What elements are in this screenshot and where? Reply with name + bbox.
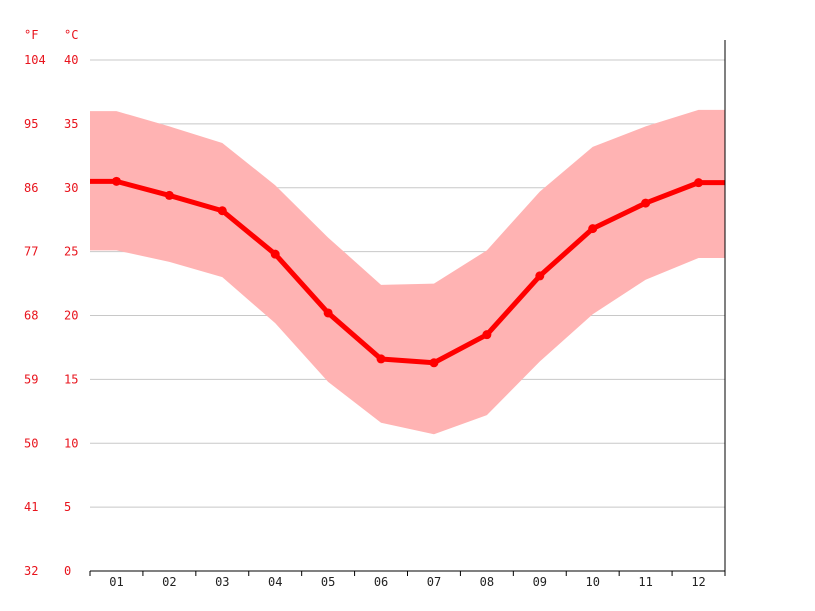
- y-tick-label-celsius: 30: [64, 181, 78, 195]
- data-point: [270, 249, 280, 259]
- x-tick-label: 10: [585, 575, 599, 589]
- x-tick-label: 06: [374, 575, 388, 589]
- average-temperature-line-layer: [90, 176, 725, 368]
- y-tick-label-fahrenheit: 41: [24, 500, 38, 514]
- data-point: [429, 358, 439, 368]
- data-point: [111, 176, 121, 186]
- fahrenheit-unit-label: °F: [24, 28, 38, 42]
- data-point: [641, 198, 651, 208]
- x-tick-label: 02: [162, 575, 176, 589]
- y-tick-label-celsius: 5: [64, 500, 71, 514]
- average-temperature-line: [90, 178, 725, 366]
- y-tick-label-celsius: 15: [64, 372, 78, 386]
- data-point: [535, 271, 545, 281]
- y-tick-label-celsius: 20: [64, 309, 78, 323]
- data-point: [588, 224, 598, 234]
- data-point: [482, 330, 492, 340]
- x-tick-label: 05: [321, 575, 335, 589]
- y-tick-label-fahrenheit: 50: [24, 436, 38, 450]
- data-point: [376, 354, 386, 364]
- y-tick-label-celsius: 25: [64, 245, 78, 259]
- data-point: [323, 308, 333, 318]
- y-tick-label-fahrenheit: 95: [24, 117, 38, 131]
- x-tick-label: 12: [691, 575, 705, 589]
- x-tick-label: 01: [109, 575, 123, 589]
- x-tick-label: 04: [268, 575, 282, 589]
- x-tick-label: 03: [215, 575, 229, 589]
- y-tick-label-celsius: 35: [64, 117, 78, 131]
- y-tick-label-fahrenheit: 59: [24, 372, 38, 386]
- celsius-unit-label: °C: [64, 28, 78, 42]
- y-tick-label-celsius: 10: [64, 436, 78, 450]
- y-tick-label-celsius: 40: [64, 53, 78, 67]
- y-tick-label-celsius: 0: [64, 564, 71, 578]
- x-tick-label: 07: [427, 575, 441, 589]
- y-tick-label-fahrenheit: 68: [24, 309, 38, 323]
- data-point: [694, 178, 704, 188]
- temperature-range-band: [90, 109, 725, 435]
- y-tick-label-fahrenheit: 32: [24, 564, 38, 578]
- x-tick-label: 09: [533, 575, 547, 589]
- x-tick-label: 08: [480, 575, 494, 589]
- y-tick-label-fahrenheit: 104: [24, 53, 46, 67]
- axes: [89, 40, 726, 576]
- axis-labels: °F °C 0 32 5 41 10 50 15 59 20 68 25 77 30 86 35 95 40 10…: [24, 28, 706, 589]
- y-tick-label-fahrenheit: 77: [24, 245, 38, 259]
- data-point: [217, 206, 227, 216]
- x-tick-label: 11: [638, 575, 652, 589]
- temperature-range-band-layer: [90, 109, 725, 435]
- y-tick-label-fahrenheit: 86: [24, 181, 38, 195]
- data-point: [164, 190, 174, 200]
